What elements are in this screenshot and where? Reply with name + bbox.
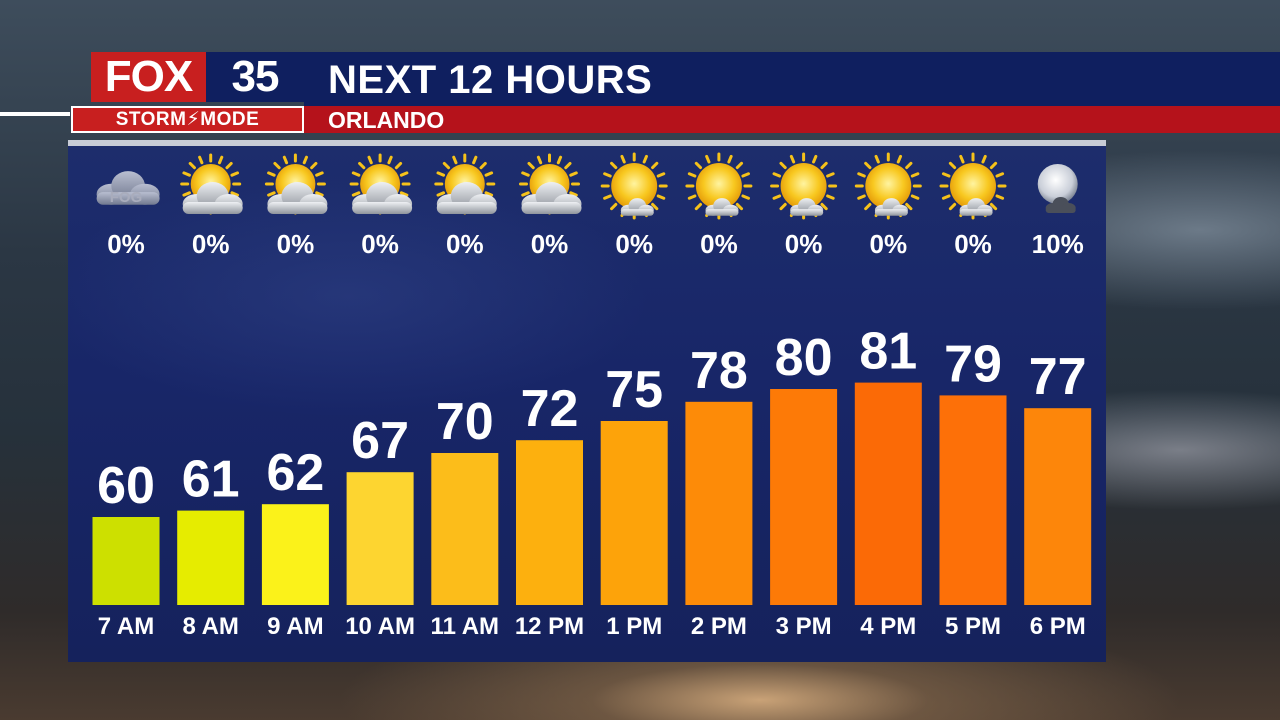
hour-label: 10 AM [345, 613, 415, 640]
temperature-value: 78 [690, 342, 748, 400]
precip-chance: 0% [192, 229, 230, 259]
temperature-bar [346, 472, 414, 605]
precip-chance: 0% [870, 229, 908, 259]
hour-label: 2 PM [691, 613, 747, 640]
location-label: ORLANDO [328, 107, 445, 133]
hour-label: 9 AM [267, 613, 323, 640]
partly-cloudy-icon [264, 153, 328, 215]
hour-label: 4 PM [860, 613, 916, 640]
hour-label: 6 PM [1030, 613, 1086, 640]
precip-chance: 0% [785, 229, 823, 259]
mostly-sunny-icon [854, 152, 922, 220]
page-title: NEXT 12 HOURS [328, 58, 653, 102]
temperature-value: 81 [859, 323, 917, 381]
mostly-sunny-icon [770, 152, 838, 220]
temperature-bar [261, 504, 329, 605]
hour-label: 1 PM [606, 613, 662, 640]
location-bar: ORLANDO [304, 106, 1280, 133]
precip-chance: 0% [700, 229, 738, 259]
temperature-bar [516, 440, 583, 605]
temperature-bar [177, 510, 245, 605]
fog-label: FOG [110, 189, 143, 206]
partly-cloudy-icon [519, 153, 582, 215]
temperature-value: 70 [436, 393, 494, 451]
hourly-temperature-chart: FOG 0% 60 7 AM 0% 61 8 AM 0% 62 9 AM 0% 67 10 AM 0% 70… [92, 152, 1092, 640]
hour-label: 8 AM [182, 613, 238, 640]
precip-chance: 0% [277, 229, 315, 259]
precip-chance: 0% [954, 229, 992, 259]
temperature-value: 67 [351, 412, 409, 470]
temperature-value: 60 [97, 457, 155, 515]
hour-label: 7 AM [98, 613, 154, 640]
hour-label: 5 PM [945, 613, 1001, 640]
mostly-sunny-icon [600, 152, 668, 220]
temperature-value: 61 [182, 451, 240, 509]
logo-channel-number: 35 [206, 52, 304, 102]
hour-label: 3 PM [776, 613, 832, 640]
temperature-bar [770, 389, 838, 605]
partly-cloudy-icon [180, 153, 243, 215]
mostly-sunny-icon [939, 152, 1007, 220]
temperature-bar [92, 517, 160, 605]
temperature-value: 62 [266, 444, 324, 502]
temperature-bar [685, 401, 753, 605]
temperature-value: 79 [944, 335, 1002, 393]
partly-cloudy-icon [349, 153, 413, 215]
temperature-value: 80 [775, 329, 833, 387]
temperature-value: 77 [1029, 348, 1087, 406]
title-bar: NEXT 12 HOURS [304, 52, 1280, 106]
precip-chance: 0% [531, 229, 569, 259]
precip-chance: 0% [107, 229, 145, 259]
fog-icon: FOG [96, 171, 160, 206]
temperature-bar [939, 395, 1007, 605]
temperature-bar [600, 421, 668, 605]
hour-label: 11 AM [431, 613, 499, 640]
temperature-bar [1024, 408, 1092, 605]
station-logo: FOX 35 STORM⚡MODE [71, 52, 304, 133]
temperature-bar [854, 382, 922, 605]
logo-storm-mode: STORM⚡MODE [71, 106, 304, 133]
moon-cloud-icon [1037, 164, 1078, 213]
precip-chance: 0% [615, 229, 653, 259]
mostly-sunny-icon [685, 152, 753, 220]
hour-label: 12 PM [515, 613, 584, 640]
partly-cloudy-icon [434, 153, 497, 215]
decorative-edge-line [0, 112, 70, 116]
precip-chance: 0% [446, 229, 484, 259]
precip-chance: 0% [361, 229, 399, 259]
forecast-panel: FOG 0% 60 7 AM 0% 61 8 AM 0% 62 9 AM 0% 67 10 AM 0% 70… [68, 140, 1106, 662]
logo-fox: FOX [91, 52, 206, 102]
precip-chance: 10% [1032, 229, 1084, 259]
temperature-value: 72 [521, 380, 579, 438]
temperature-bar [431, 453, 499, 605]
temperature-value: 75 [605, 361, 663, 419]
